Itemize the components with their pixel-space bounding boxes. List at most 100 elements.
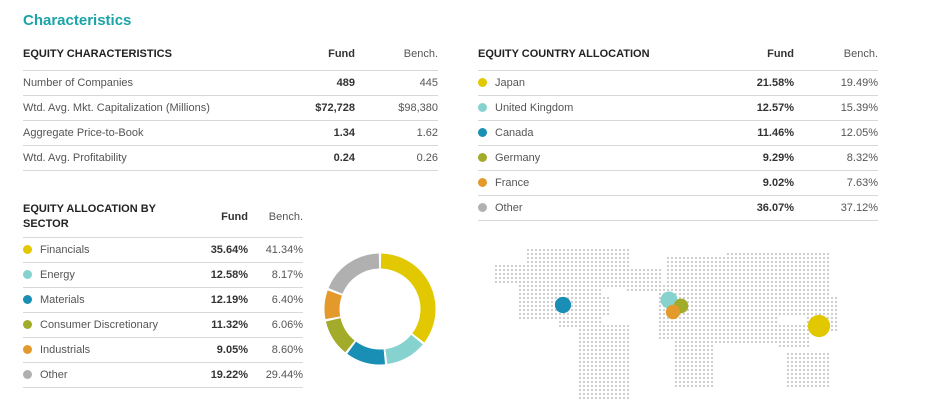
map-dot — [710, 360, 714, 364]
map-dot — [538, 312, 542, 316]
map-dot — [586, 324, 590, 328]
map-dot — [690, 336, 694, 340]
map-dot — [570, 300, 574, 304]
map-dot — [586, 308, 590, 312]
map-dot — [766, 276, 770, 280]
map-dot — [714, 288, 718, 292]
map-dot — [690, 332, 694, 336]
map-dot — [782, 280, 786, 284]
map-dot — [530, 300, 534, 304]
map-dot — [550, 264, 554, 268]
map-dot — [606, 324, 610, 328]
map-dot — [730, 292, 734, 296]
map-dot — [598, 356, 602, 360]
map-dot — [602, 268, 606, 272]
map-dot — [730, 300, 734, 304]
donut-slice-financials — [380, 253, 436, 343]
map-dot — [610, 272, 614, 276]
map-dot — [770, 252, 774, 256]
map-dot — [642, 284, 646, 288]
row-label: United Kingdom — [495, 102, 574, 114]
map-dot — [814, 256, 818, 260]
map-dot — [610, 388, 614, 392]
map-dot — [794, 252, 798, 256]
map-dot — [626, 252, 630, 256]
map-dot — [578, 252, 582, 256]
map-dot — [554, 260, 558, 264]
map-dot — [706, 328, 710, 332]
map-dot — [606, 276, 610, 280]
map-dot — [818, 284, 822, 288]
map-dot — [610, 384, 614, 388]
map-dot — [546, 312, 550, 316]
map-dot — [670, 256, 674, 260]
map-dot — [674, 276, 678, 280]
map-dot — [734, 332, 738, 336]
map-dot — [626, 344, 630, 348]
map-dot — [622, 364, 626, 368]
map-dot — [602, 328, 606, 332]
map-dot — [822, 260, 826, 264]
map-dot — [590, 284, 594, 288]
map-dot — [694, 324, 698, 328]
map-dot — [746, 340, 750, 344]
map-dot — [526, 288, 530, 292]
map-dot — [798, 360, 802, 364]
map-dot — [718, 312, 722, 316]
equity-characteristics-table: EQUITY CHARACTERISTICS Fund Bench. Numbe… — [23, 38, 438, 171]
map-dot — [714, 284, 718, 288]
bench-value: 15.39% — [794, 95, 878, 121]
map-dot — [810, 384, 814, 388]
map-dot — [718, 304, 722, 308]
map-dot — [786, 364, 790, 368]
map-dot — [574, 292, 578, 296]
map-dot — [670, 260, 674, 264]
map-dot — [578, 316, 582, 320]
map-dot — [806, 280, 810, 284]
map-dot — [558, 312, 562, 316]
map-dot — [814, 260, 818, 264]
map-dot — [690, 284, 694, 288]
map-dot — [754, 304, 758, 308]
map-dot — [626, 380, 630, 384]
map-dot — [622, 336, 626, 340]
bench-value: 41.34% — [248, 237, 303, 263]
fund-value: 21.58% — [738, 70, 794, 96]
map-dot — [706, 320, 710, 324]
map-dot — [786, 308, 790, 312]
map-dot — [646, 288, 650, 292]
map-dot — [626, 288, 630, 292]
map-dot — [786, 260, 790, 264]
map-dot — [590, 396, 594, 400]
map-dot — [550, 292, 554, 296]
map-dot — [626, 356, 630, 360]
map-dot — [642, 268, 646, 272]
map-dot — [622, 388, 626, 392]
map-dot — [598, 336, 602, 340]
map-dot — [778, 252, 782, 256]
map-dot — [810, 300, 814, 304]
bench-value: 445 — [355, 70, 438, 96]
map-dot — [586, 288, 590, 292]
map-dot — [726, 288, 730, 292]
map-dot — [782, 336, 786, 340]
map-dot — [534, 264, 538, 268]
map-dot — [514, 280, 518, 284]
map-dot — [826, 364, 830, 368]
map-dot — [598, 268, 602, 272]
map-dot — [762, 332, 766, 336]
map-dot — [750, 324, 754, 328]
row-label: Wtd. Avg. Profitability — [23, 145, 283, 171]
map-dot — [734, 260, 738, 264]
map-dot — [710, 320, 714, 324]
map-dot — [810, 284, 814, 288]
map-dot — [734, 252, 738, 256]
map-dot — [742, 264, 746, 268]
map-dot — [582, 340, 586, 344]
map-dot — [562, 280, 566, 284]
map-dot — [542, 292, 546, 296]
map-dot — [710, 344, 714, 348]
map-dot — [722, 336, 726, 340]
map-dot — [494, 280, 498, 284]
map-dot — [778, 312, 782, 316]
